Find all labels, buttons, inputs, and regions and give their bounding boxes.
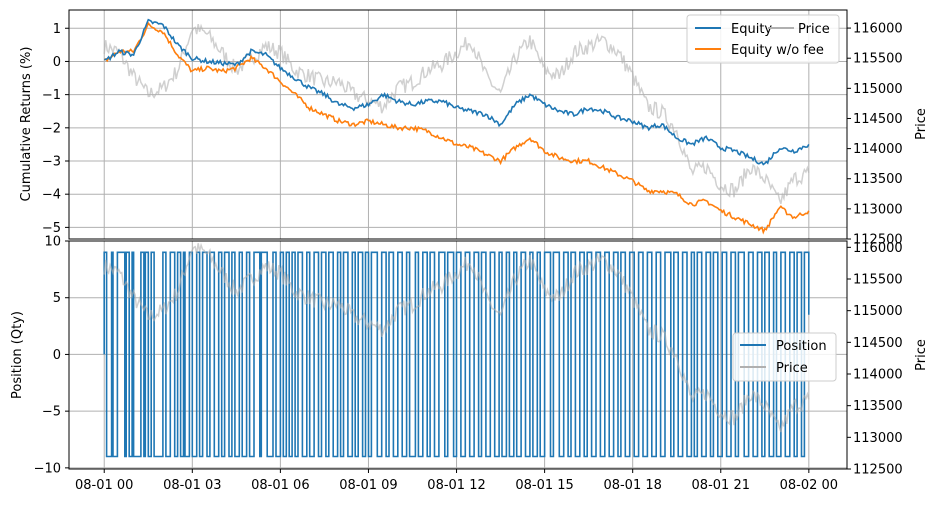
legend-label-price-bottom: Price <box>776 361 808 376</box>
position-line <box>103 251 810 458</box>
x-tick-label: 08-01 00 <box>75 478 133 493</box>
top-y-axis-label: Cumulative Returns (%) <box>19 47 34 202</box>
legend-label-price-top: Price <box>798 22 830 37</box>
bottom-y-tick-label: 0 <box>53 348 61 363</box>
bottom-y2-tick-label: 112500 <box>853 463 903 478</box>
bottom-y-tick-label: 10 <box>44 235 61 250</box>
bottom-y2-tick-label: 115500 <box>853 273 903 288</box>
top-y2-tick-label: 114500 <box>853 112 903 127</box>
bottom-y-tick-label: −5 <box>42 405 61 420</box>
x-tick-label: 08-02 00 <box>780 478 838 493</box>
top-y2-ticks: 116000 115500 115000 114500 114000 113500 1130… <box>847 22 903 248</box>
bottom-y2-tick-label: 113500 <box>853 399 903 414</box>
x-tick-label: 08-01 03 <box>163 478 221 493</box>
legend-label-equity-no-fee: Equity w/o fee <box>731 43 824 58</box>
x-tick-label: 08-01 18 <box>603 478 661 493</box>
bottom-position-series <box>103 251 810 458</box>
bottom-y2-ticks: 116000 115500 115000 114500 114000 113500 1130… <box>847 241 903 478</box>
bottom-x-ticks: 08-01 00 08-01 03 08-01 06 08-01 09 08-01 12… <box>75 469 838 493</box>
top-y-tick-label: −5 <box>42 221 61 236</box>
top-price-line <box>103 23 810 205</box>
bottom-y-tick-label: 5 <box>53 291 61 306</box>
top-price-series <box>103 23 810 205</box>
top-y2-tick-label: 112500 <box>853 233 903 248</box>
top-y-tick-label: 1 <box>53 22 61 37</box>
x-tick-label: 08-01 06 <box>251 478 309 493</box>
top-axes-frame <box>68 9 848 240</box>
equity-line <box>104 18 810 166</box>
bottom-y2-tick-label: 114000 <box>853 368 903 383</box>
top-y-ticks: 1 0 −1 −2 −3 −4 −5 <box>42 22 69 236</box>
legend-label-position: Position <box>776 339 827 354</box>
bottom-y2-tick-label: 115000 <box>853 304 903 319</box>
legend-label-equity: Equity <box>731 22 772 37</box>
top-y2-tick-label: 113500 <box>853 172 903 187</box>
top-legend: Equity Equity w/o fee Price <box>686 14 840 64</box>
top-y-tick-label: −1 <box>42 88 61 103</box>
bottom-y-tick-label: −10 <box>34 461 61 476</box>
top-y-tick-label: −3 <box>42 155 61 170</box>
top-panel: 10−1−2−3−4−5 116000115500115000114500114… <box>19 9 929 248</box>
bottom-panel: 10 5 0 −5 −10 116000 115500 115000 114500 114000… <box>10 235 929 494</box>
top-y-tick-label: −2 <box>42 121 61 136</box>
x-tick-label: 08-01 09 <box>339 478 397 493</box>
top-y2-tick-label: 116000 <box>853 22 903 37</box>
x-tick-label: 08-01 15 <box>515 478 573 493</box>
top-y2-tick-label: 113000 <box>853 202 903 217</box>
bottom-axes-frame <box>68 240 848 470</box>
top-legend-box <box>686 14 840 64</box>
bottom-y2-tick-label: 113000 <box>853 431 903 446</box>
bottom-price-series <box>103 242 810 433</box>
x-tick-label: 08-01 12 <box>427 478 485 493</box>
bottom-y2-tick-label: 116000 <box>853 241 903 256</box>
bottom-y2-tick-label: 114500 <box>853 336 903 351</box>
bottom-y-ticks: 10 5 0 −5 −10 <box>34 235 69 476</box>
top-y2-tick-label: 115000 <box>853 82 903 97</box>
top-equity-series <box>103 18 810 235</box>
top-y-tick-label: −4 <box>42 188 61 203</box>
x-tick-label: 08-01 21 <box>692 478 750 493</box>
bottom-price-line <box>103 242 810 433</box>
bottom-y2-axis-label: Price <box>914 339 929 371</box>
top-y2-tick-label: 115500 <box>853 52 903 67</box>
top-y2-tick-label: 114000 <box>853 142 903 157</box>
bottom-legend: Position Price <box>732 332 837 382</box>
bottom-y-axis-label: Position (Qty) <box>10 311 25 399</box>
top-y2-axis-label: Price <box>914 108 929 140</box>
equity-no-fee-line <box>103 21 810 235</box>
top-y-tick-label: 0 <box>53 55 61 70</box>
